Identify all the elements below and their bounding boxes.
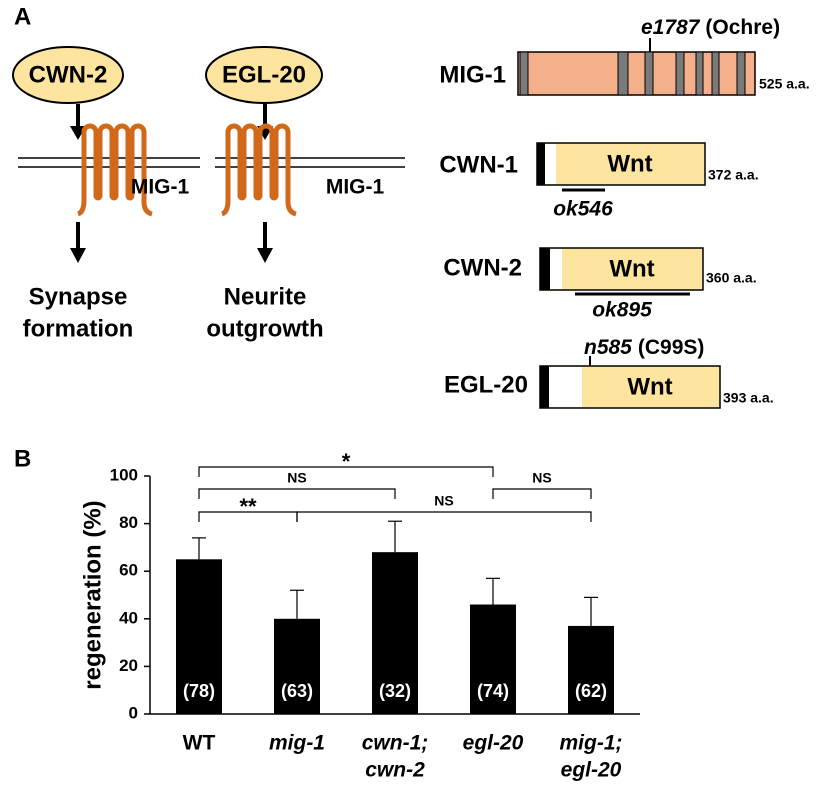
deletion-label: ok546 <box>553 198 613 221</box>
error-bar <box>388 520 402 553</box>
bar <box>176 559 222 714</box>
receptor-label: MIG-1 <box>326 176 385 199</box>
linker <box>545 144 556 184</box>
bar <box>568 625 614 714</box>
allele: e1787 <box>641 16 701 39</box>
n-label: (78) <box>183 681 215 701</box>
receptor <box>76 123 153 217</box>
protein-bar <box>539 247 704 291</box>
mutation-note: (Ochre) <box>705 16 780 39</box>
output-label: Synapse <box>29 283 128 310</box>
n-label: (32) <box>379 681 411 701</box>
allele: n585 <box>584 336 632 359</box>
significance-bracket <box>198 466 494 477</box>
x-tick-label: mig-1 <box>269 732 325 755</box>
receptor-label: MIG-1 <box>131 176 190 199</box>
panel-label: B <box>14 445 31 472</box>
arrowhead <box>257 248 273 263</box>
protein: EGL-20 Wnt 393 a.a. n585 (C99S) <box>444 336 774 409</box>
pathway: CWN-2 MIG-1 Synapse formation <box>12 46 200 342</box>
output-label: formation <box>23 315 134 342</box>
linker <box>550 249 562 289</box>
linker <box>549 367 582 407</box>
y-tick-label: 60 <box>119 561 138 580</box>
y-tick-label: 20 <box>119 656 138 675</box>
y-tick-label: 40 <box>119 608 138 627</box>
y-tick-label: 80 <box>119 513 138 532</box>
ligand-oval <box>205 46 323 104</box>
significance-bracket <box>198 488 396 499</box>
output-label: Neurite <box>224 283 307 310</box>
arrowhead <box>70 248 86 263</box>
error-bar <box>486 577 500 605</box>
error-bar <box>290 589 304 619</box>
n-label: (62) <box>575 681 607 701</box>
protein-name: MIG-1 <box>439 61 506 88</box>
significance-label: * <box>342 449 351 474</box>
significance-label: NS <box>434 493 453 509</box>
x-tick-label: egl-20 <box>463 732 524 755</box>
panel-label: A <box>14 3 31 30</box>
bar <box>372 552 418 714</box>
bar <box>470 604 516 714</box>
x-tick-label: WT <box>183 732 216 755</box>
significance-label: ** <box>239 494 257 519</box>
significance-bracket <box>492 488 592 499</box>
protein-name: CWN-1 <box>439 151 518 178</box>
y-axis-label: regeneration (%) <box>79 500 106 689</box>
signal-peptide <box>537 143 545 185</box>
significance-label: NS <box>532 470 551 486</box>
error-bar <box>192 537 206 560</box>
domains <box>519 51 746 96</box>
error-bar <box>584 596 598 626</box>
protein-name: CWN-2 <box>443 254 522 281</box>
mutation-note: (C99S) <box>638 336 705 359</box>
receptor <box>220 123 297 217</box>
ligand-label: EGL-20 <box>222 61 306 88</box>
protein-name: EGL-20 <box>444 371 528 398</box>
protein-length: 372 a.a. <box>708 167 759 183</box>
mutation-label: e1787 (Ochre) <box>641 16 780 39</box>
domain-label: Wnt <box>609 255 654 282</box>
n-label: (74) <box>477 681 509 701</box>
deletion-label: ok895 <box>592 299 652 322</box>
protein-length: 525 a.a. <box>759 76 810 92</box>
x-tick-label: mig-1; <box>560 732 623 755</box>
significance-bracket <box>296 511 592 522</box>
mutation-label: n585 (C99S) <box>584 336 704 359</box>
protein: MIG-1 e1787 (Ochre) 525 a.a. <box>439 16 810 96</box>
protein: CWN-1 Wnt 372 a.a. ok546 <box>439 142 759 221</box>
x-tick-label: egl-20 <box>561 759 622 782</box>
output-label: outgrowth <box>206 315 323 342</box>
pathway: EGL-20 MIG-1 Neurite outgrowth <box>205 46 405 342</box>
protein-length: 393 a.a. <box>723 390 774 406</box>
y-tick-label: 0 <box>129 703 138 722</box>
x-tick-label: cwn-2 <box>365 759 425 782</box>
bar <box>274 618 320 714</box>
ligand-oval <box>12 46 124 104</box>
ligand-label: CWN-2 <box>29 61 108 88</box>
protein-bar <box>536 142 706 186</box>
signal-peptide <box>540 366 549 408</box>
significance-label: NS <box>287 470 306 486</box>
protein: CWN-2 Wnt 360 a.a. ok895 <box>443 247 757 322</box>
x-tick-label: cwn-1; <box>362 732 429 755</box>
domain-label: Wnt <box>607 150 652 177</box>
signal-peptide <box>540 248 550 290</box>
domain-label: Wnt <box>627 373 672 400</box>
n-label: (63) <box>281 681 313 701</box>
y-tick-label: 100 <box>110 465 138 484</box>
protein-length: 360 a.a. <box>706 270 757 286</box>
chart: 0 20 40 60 80 100 (78) WT (63) mig-1 (32) cwn-1; cwn… <box>110 449 640 782</box>
